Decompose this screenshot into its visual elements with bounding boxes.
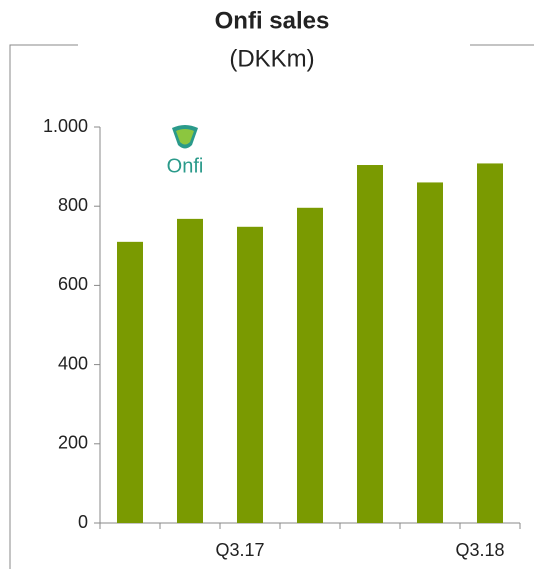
logo: Onfi xyxy=(167,125,204,177)
bar xyxy=(177,218,203,523)
logo-text: Onfi xyxy=(167,155,204,177)
chart-title: Onfi sales xyxy=(215,7,330,34)
bar xyxy=(117,241,143,523)
y-tick-label: 200 xyxy=(58,433,88,453)
bar xyxy=(297,207,323,523)
y-tick-label: 400 xyxy=(58,353,88,373)
y-tick-label: 1.000 xyxy=(43,116,88,136)
bar xyxy=(477,163,503,523)
logo-inner xyxy=(176,129,194,145)
bar xyxy=(237,226,263,524)
y-tick-label: 600 xyxy=(58,274,88,294)
frame-left xyxy=(9,44,78,569)
chart-subtitle: (DKKm) xyxy=(229,45,314,72)
x-tick-label: Q3.17 xyxy=(215,540,264,560)
x-tick-label: Q3.18 xyxy=(455,540,504,560)
bar xyxy=(357,165,383,524)
y-tick-label: 0 xyxy=(78,512,88,532)
y-tick-label: 800 xyxy=(58,195,88,215)
bar xyxy=(417,182,443,523)
